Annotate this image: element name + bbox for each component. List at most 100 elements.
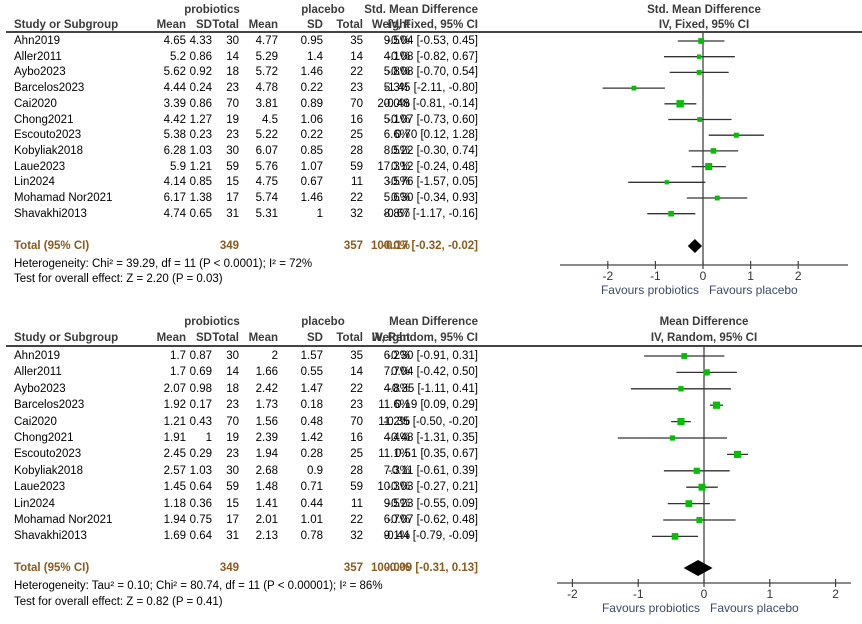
study-e-sd: 1.21: [189, 160, 212, 173]
study-effect-ci: 0.12 [-0.24, 0.48]: [391, 160, 478, 173]
pooled-effect-diamond: [683, 560, 713, 576]
column-header-study: Study or Subgroup: [14, 332, 119, 344]
study-name: Kobyliak2018: [14, 144, 84, 157]
study-e-mean: 1.21: [163, 415, 186, 428]
effect-square: [696, 69, 702, 75]
study-name: Shavakhi2013: [14, 207, 87, 220]
study-e-sd: 0.17: [189, 399, 212, 412]
study-e-sd: 0.23: [189, 129, 212, 142]
study-effect-ci: -1.45 [-2.11, -0.80]: [384, 82, 478, 95]
effect-square: [698, 38, 704, 44]
study-e-mean: 1.94: [163, 514, 186, 526]
study-e-total: 23: [226, 129, 239, 142]
study-c-mean: 4.75: [255, 176, 278, 189]
study-weight: 20.0%: [377, 97, 410, 110]
study-c-sd: 1.07: [300, 160, 323, 173]
study-c-mean: 3.81: [255, 97, 278, 110]
effect-square: [685, 500, 693, 507]
study-c-sd: 1.4: [307, 50, 323, 63]
effect-square: [668, 210, 674, 217]
study-weight: 7.7%: [383, 366, 410, 379]
study-e-sd: 0.29: [189, 448, 212, 461]
column-header-e-sd: SD: [196, 19, 212, 31]
column-header-c-mean: Mean: [248, 19, 278, 31]
study-e-mean: 6.17: [163, 192, 186, 204]
study-e-total: 70: [226, 415, 239, 428]
study-name: Lin2024: [14, 176, 55, 189]
study-c-mean: 5.72: [255, 66, 278, 79]
effect-square: [712, 401, 721, 409]
total-label: Total (95% CI): [14, 240, 90, 252]
study-e-mean: 5.38: [163, 129, 186, 142]
study-e-mean: 4.44: [163, 82, 186, 95]
total-control-n: 357: [343, 562, 363, 574]
favours-left-label: Favours probiotics: [602, 601, 700, 615]
study-c-mean: 2.39: [255, 432, 278, 444]
study-weight: 17.3%: [377, 160, 410, 173]
effect-square: [698, 483, 706, 491]
study-c-total: 11: [351, 176, 363, 189]
study-c-mean: 1.66: [255, 366, 278, 379]
column-header-c-sd: SD: [307, 332, 323, 344]
study-e-mean: 4.65: [163, 35, 186, 47]
x-tick-label: -2: [567, 587, 578, 601]
effect-header-line2: IV, Fixed, 95% CI: [387, 19, 478, 31]
study-name: Shavakhi2013: [14, 530, 87, 543]
study-e-total: 19: [226, 113, 239, 126]
study-name: Chong2021: [14, 432, 74, 444]
study-effect-ci: 0.22 [-0.30, 0.74]: [391, 144, 478, 157]
study-c-total: 22: [350, 66, 363, 79]
plot-header-line2: IV, Random, 95% CI: [650, 332, 758, 344]
study-e-sd: 1.27: [189, 113, 212, 126]
overall-effect-test: Test for overall effect: Z = 2.20 (P = 0…: [14, 273, 223, 285]
x-tick-label: -1: [650, 269, 661, 283]
study-e-sd: 0.43: [189, 415, 212, 428]
study-e-total: 30: [226, 350, 239, 362]
study-c-sd: 0.9: [307, 464, 323, 477]
effect-square: [676, 100, 684, 108]
study-e-total: 59: [226, 160, 239, 173]
study-c-sd: 1: [316, 207, 323, 220]
study-name: Laue2023: [14, 481, 66, 494]
effect-square: [705, 163, 713, 171]
study-c-sd: 0.85: [300, 144, 323, 157]
study-c-total: 70: [350, 97, 363, 110]
study-effect-ci: -0.67 [-1.17, -0.16]: [383, 207, 478, 220]
study-weight: 6.6%: [383, 129, 410, 142]
favours-right-label: Favours placebo: [710, 601, 799, 615]
study-weight: 5.3%: [383, 82, 410, 95]
study-c-total: 28: [350, 464, 363, 477]
study-weight: 4.4%: [383, 432, 410, 444]
study-weight: 9.5%: [383, 35, 410, 47]
effect-square: [703, 369, 710, 376]
study-e-mean: 1.18: [163, 497, 186, 510]
study-e-sd: 0.24: [189, 82, 212, 95]
column-header-e-mean: Mean: [156, 19, 186, 31]
study-c-sd: 0.67: [300, 176, 323, 189]
heterogeneity-stat: Heterogeneity: Chi² = 39.29, df = 11 (P …: [14, 258, 313, 270]
study-e-total: 15: [226, 176, 239, 189]
study-c-sd: 0.28: [300, 448, 323, 461]
study-c-total: 23: [350, 82, 363, 95]
study-weight: 5.8%: [383, 66, 410, 79]
study-c-sd: 0.55: [300, 366, 323, 379]
study-weight: 6.7%: [383, 514, 410, 526]
study-name: Escouto2023: [14, 129, 82, 142]
study-c-mean: 1.41: [255, 497, 278, 510]
study-name: Kobyliak2018: [14, 464, 84, 477]
study-weight: 7.3%: [383, 464, 410, 477]
study-e-total: 23: [226, 399, 239, 412]
effect-square: [710, 148, 717, 154]
effect-square: [631, 85, 637, 91]
study-e-sd: 0.75: [189, 514, 212, 526]
study-name: Laue2023: [14, 160, 66, 173]
effect-square: [714, 195, 720, 201]
study-e-sd: 0.85: [189, 176, 212, 189]
group-header-experimental: probiotics: [184, 4, 240, 16]
study-e-sd: 1.03: [189, 144, 212, 157]
study-effect-ci: -0.03 [-0.27, 0.21]: [387, 481, 478, 494]
study-effect-ci: 0.04 [-0.42, 0.50]: [391, 366, 478, 379]
study-weight: 8.5%: [383, 144, 410, 157]
column-header-e-mean: Mean: [156, 332, 186, 344]
study-e-mean: 1.92: [163, 399, 186, 412]
